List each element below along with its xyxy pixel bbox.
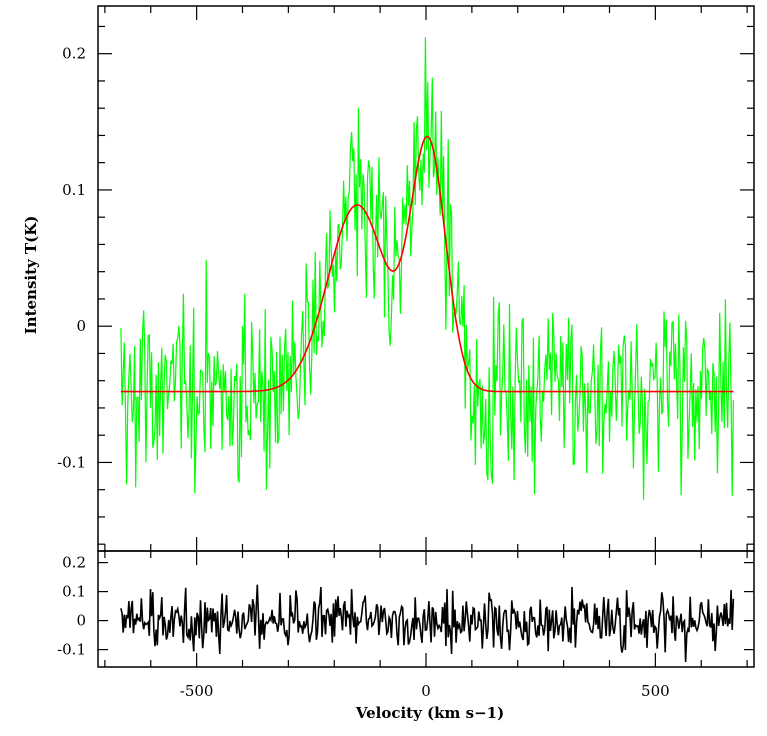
y-tick-label: -0.1 — [57, 453, 86, 471]
residual-y-tick-label: -0.1 — [57, 641, 86, 659]
residual-line — [120, 584, 735, 663]
x-tick-label: 0 — [421, 682, 431, 700]
x-axis-title: Velocity (km s−1) — [355, 704, 504, 722]
y-tick-label: 0.2 — [62, 45, 86, 63]
x-tick-label: 500 — [641, 682, 670, 700]
y-axis-title: Intensity T(K) — [22, 216, 40, 335]
x-tick-label: -500 — [180, 682, 214, 700]
y-tick-label: 0.1 — [62, 181, 86, 199]
residual-y-tick-label: 0.2 — [62, 554, 86, 572]
residual-plot-frame — [97, 550, 755, 668]
residual-y-tick-label: 0.1 — [62, 583, 86, 601]
residual-y-tick-label: 0 — [76, 612, 86, 630]
y-tick-label: 0 — [76, 317, 86, 335]
axis-ticks — [98, 6, 754, 667]
observed-spectrum-line — [120, 37, 734, 500]
gaussian-fit-line — [120, 135, 734, 393]
axis-tick-labels: -500 0 500 0.2 0.1 0 -0.1 0.2 0.1 0 -0.1 — [57, 45, 670, 700]
